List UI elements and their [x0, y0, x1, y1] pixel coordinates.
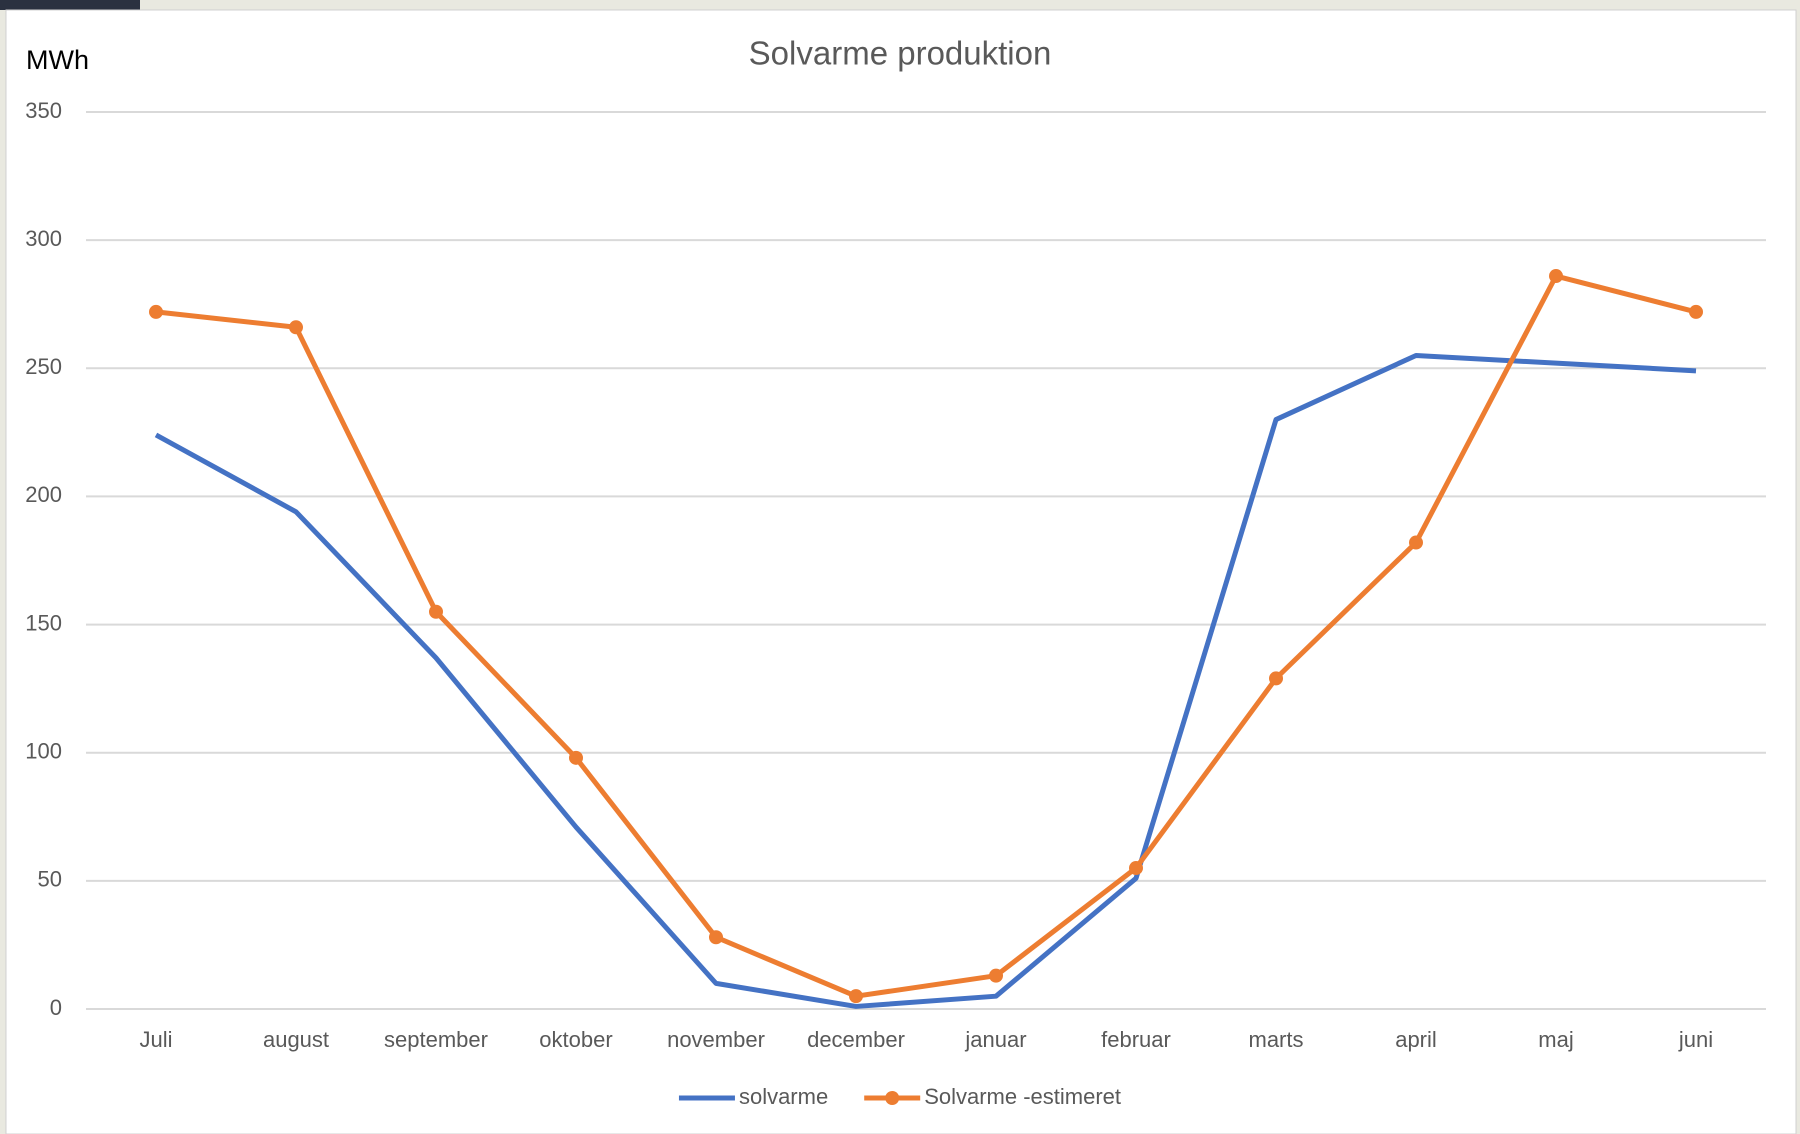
chart-title: Solvarme produktion [749, 35, 1052, 72]
y-tick-label: 50 [38, 867, 62, 892]
y-tick-label: 250 [25, 354, 62, 379]
point-marker [1689, 304, 1703, 319]
x-tick-label: maj [1538, 1027, 1573, 1052]
x-tick-label: februar [1101, 1027, 1171, 1052]
y-tick-label: 0 [50, 995, 62, 1020]
point-marker [569, 750, 583, 765]
point-marker [709, 930, 723, 945]
x-tick-label: marts [1249, 1027, 1304, 1052]
x-tick-label: september [384, 1027, 488, 1052]
point-marker [1549, 269, 1563, 284]
y-tick-label: 350 [25, 98, 62, 123]
x-tick-label: december [807, 1027, 905, 1052]
x-tick-label: januar [964, 1027, 1026, 1052]
chart-panel [5, 9, 1797, 1134]
point-marker [989, 968, 1003, 983]
point-marker [1269, 671, 1283, 686]
window-corner [0, 0, 140, 10]
x-tick-label: juni [1678, 1027, 1713, 1052]
point-marker [429, 604, 443, 619]
x-tick-label: april [1395, 1027, 1437, 1052]
y-tick-label: 150 [25, 610, 62, 635]
y-axis-label: MWh [26, 45, 89, 75]
legend-label: Solvarme -estimeret [924, 1084, 1121, 1109]
y-tick-label: 200 [25, 482, 62, 507]
y-tick-label: 300 [25, 226, 62, 251]
legend-marker [885, 1091, 900, 1105]
point-marker [1129, 861, 1143, 876]
series-line [155, 273, 1697, 999]
x-tick-label: Juli [139, 1027, 172, 1052]
point-marker [149, 304, 163, 319]
y-tick-label: 100 [25, 739, 62, 764]
x-tick-label: oktober [539, 1027, 612, 1052]
x-tick-label: august [263, 1027, 329, 1052]
point-marker [849, 989, 863, 1004]
x-tick-label: november [667, 1027, 765, 1052]
legend: solvarme Solvarme -estimeret [678, 1084, 1121, 1109]
point-marker [1409, 535, 1423, 550]
series-line [154, 352, 1697, 1009]
legend-label: solvarme [739, 1084, 828, 1109]
point-marker [289, 320, 303, 335]
